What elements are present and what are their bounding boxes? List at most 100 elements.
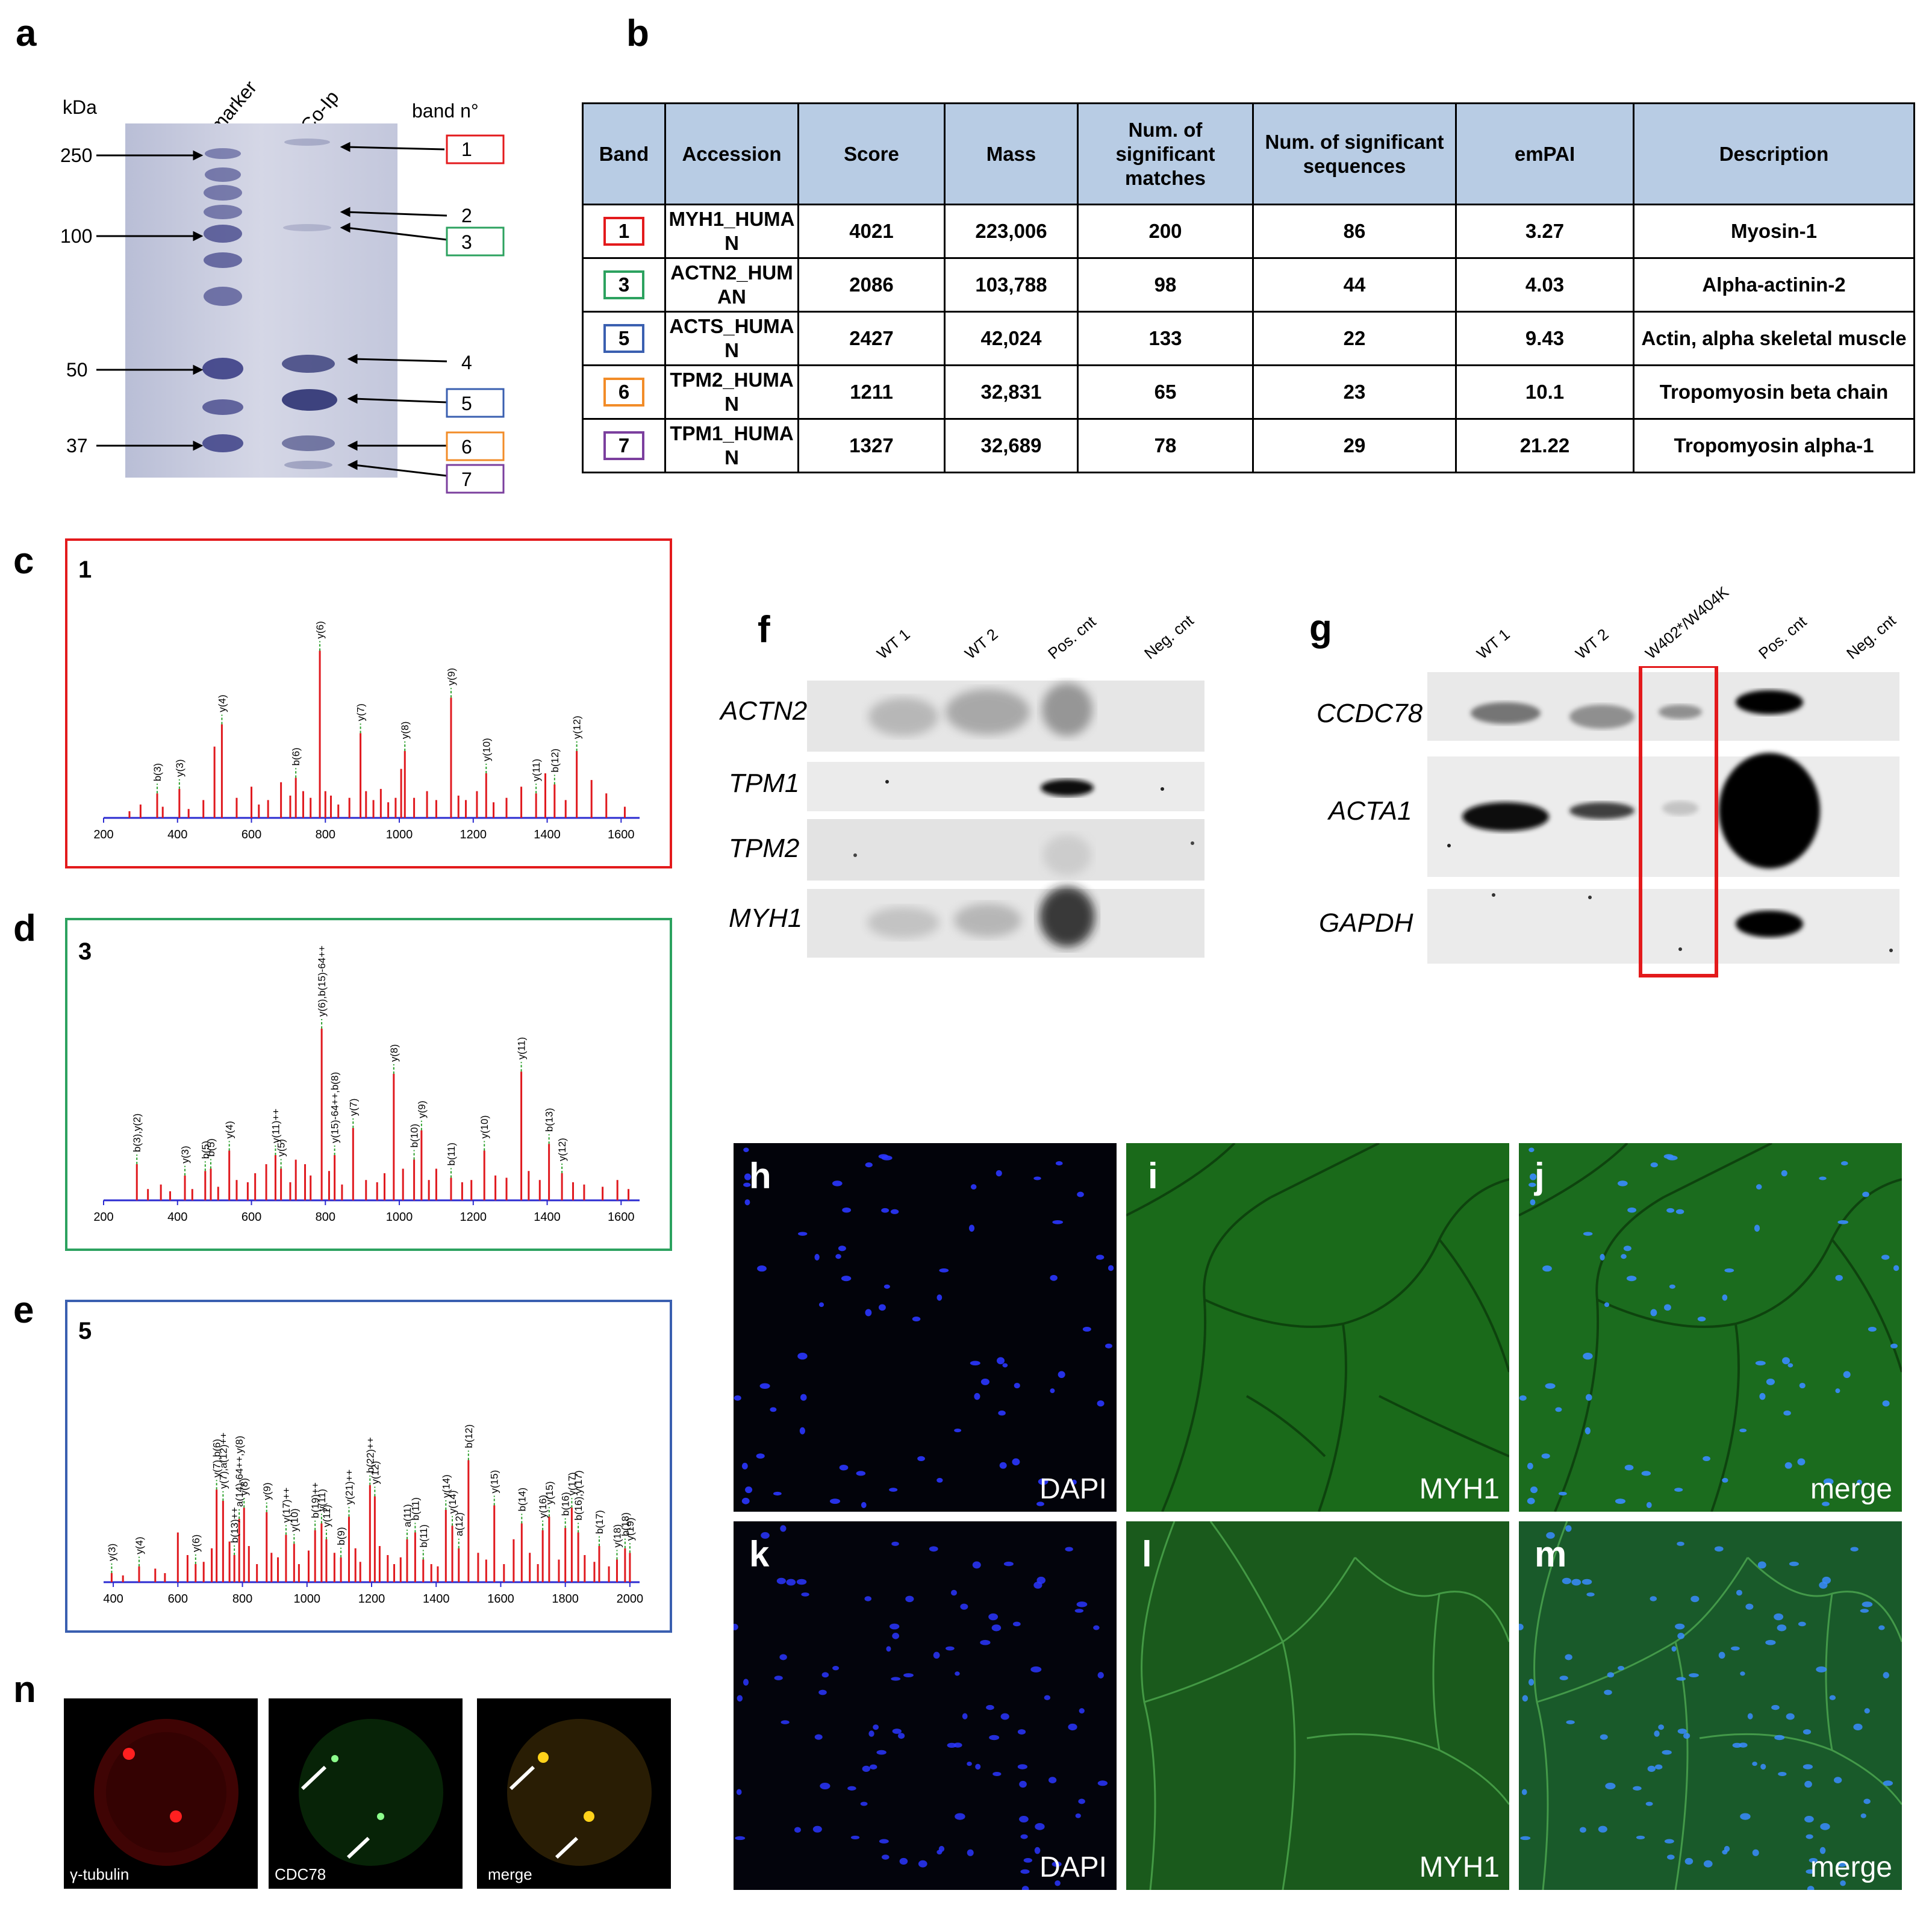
muscle-fibers	[1141, 1521, 1509, 1890]
spectrum-chart-d: 200 400 600 800 1000 1200 1400 1600 b(3),y(2) y(3…	[93, 946, 640, 1224]
nucleus	[814, 1734, 823, 1740]
ion-annotation: y(7),a(12)++	[217, 1432, 229, 1489]
ion-annotation: y(16)	[537, 1495, 549, 1518]
x-tick-label: 1000	[386, 828, 413, 841]
x-tick-label: 1400	[534, 828, 561, 841]
nucleus	[1002, 1363, 1008, 1368]
ion-annotation: y(12)	[572, 716, 583, 739]
nucleus	[975, 1763, 981, 1770]
nucleus	[1666, 1208, 1675, 1213]
nucleus	[781, 1720, 790, 1724]
table-row: 7 TPM1_HUMAN 1327 32,689 78 29 21.22 Tro…	[582, 418, 1915, 473]
ion-annotation: y(9)	[446, 668, 457, 685]
nucleus	[899, 1857, 908, 1865]
marker-arrows	[96, 150, 204, 451]
col-mass: Mass	[944, 102, 1079, 205]
spectrum-frame-d: 3 200 400 600 800 1000 1200 1400 1600 b(3),y(2) y…	[65, 918, 672, 1251]
nucleus	[786, 1579, 796, 1586]
nucleus	[1806, 1869, 1815, 1874]
wb-g-row-gapdh: GAPDH	[1319, 908, 1413, 938]
empai-cell: 9.43	[1455, 311, 1634, 366]
nucleus	[842, 1207, 852, 1213]
nucleus	[1646, 1501, 1652, 1508]
nucleus	[1585, 1427, 1591, 1435]
nucleus	[939, 1268, 949, 1273]
x-tick-label: 1200	[460, 828, 487, 841]
nucleus	[903, 1673, 914, 1678]
col-band: Band	[582, 102, 666, 205]
nucleus	[794, 1827, 801, 1833]
nucleus	[912, 1317, 921, 1322]
blot-gapdh	[1427, 889, 1899, 964]
wb-f-row-myh1: MYH1	[729, 903, 803, 933]
nucleus	[1565, 1525, 1572, 1532]
muscle-fibers	[1126, 1143, 1509, 1512]
nucleus	[1799, 1382, 1806, 1389]
nucleus	[1586, 1592, 1595, 1597]
nucleus	[1527, 1462, 1533, 1470]
ion-annotation: b(12)	[463, 1424, 475, 1448]
ion-annotation: y(18)	[611, 1524, 623, 1548]
ion-annotation: y(11)++	[270, 1109, 281, 1143]
nucleus	[820, 1783, 830, 1790]
ion-annotation: y(10)	[288, 1509, 300, 1532]
dapi-nuclei	[734, 1147, 1114, 1508]
nucleus	[918, 1860, 927, 1868]
sequences-cell: 44	[1252, 257, 1457, 313]
nucleus	[1519, 1395, 1527, 1401]
nucleus	[962, 1713, 968, 1719]
nucleus	[1766, 1378, 1775, 1385]
nucleus	[1759, 1392, 1766, 1400]
nucleus	[1789, 1561, 1799, 1567]
nucleus	[968, 1224, 975, 1232]
mass-cell: 223,006	[944, 204, 1079, 259]
nucleus	[1860, 1609, 1869, 1613]
nucleus	[1017, 1729, 1026, 1735]
nucleus	[1843, 1371, 1851, 1379]
cell-image-cdc78: CDC78	[269, 1698, 463, 1889]
x-tick-label: 200	[93, 1211, 113, 1224]
nucleus	[1055, 1161, 1063, 1166]
nucleus	[1017, 1764, 1027, 1769]
nucleus	[1044, 1695, 1051, 1700]
spectrum-band-label: 1	[78, 556, 92, 583]
nucleus	[970, 1184, 977, 1190]
nucleus	[992, 1771, 1002, 1777]
nucleus	[1778, 1771, 1787, 1777]
nucleus	[1690, 1595, 1700, 1603]
nucleus	[1058, 1371, 1065, 1379]
nucleus	[1559, 1676, 1568, 1680]
ion-annotation: y(11)	[316, 1489, 328, 1511]
nucleus	[972, 1561, 981, 1569]
band-badge: 3	[603, 270, 644, 299]
x-tick-label: 2000	[617, 1592, 644, 1606]
nucleus	[1774, 1613, 1784, 1621]
micrograph-i: i MYH1	[1126, 1143, 1509, 1512]
nucleus	[868, 1730, 874, 1737]
nucleus	[879, 1839, 889, 1844]
nucleus	[799, 1427, 805, 1435]
nucleus	[946, 1646, 955, 1651]
nucleus	[886, 1646, 891, 1652]
panel-label-a: a	[16, 13, 37, 54]
marker-lane	[202, 148, 243, 452]
ion-annotation: y(7),b(6)	[211, 1439, 223, 1477]
description-cell: Alpha-actinin-2	[1633, 257, 1915, 313]
nucleus	[936, 1294, 943, 1301]
mass-cell: 103,788	[944, 257, 1079, 313]
spectrum-frame-e: 5 400 600 800 1000 1200 1400 1600 1800 2000 y(3) y…	[65, 1300, 672, 1633]
nucleus	[1600, 1734, 1608, 1740]
ion-annotation: a(12)	[453, 1512, 465, 1536]
nucleus	[839, 1464, 849, 1471]
nucleus	[1809, 1857, 1818, 1863]
ion-annotation: y(6),b(15)-64++	[316, 946, 328, 1017]
nucleus	[860, 1801, 868, 1806]
nucleus	[1530, 1199, 1536, 1206]
nucleus	[801, 1592, 809, 1597]
nucleus	[1857, 1479, 1862, 1485]
nucleus	[1850, 1547, 1859, 1551]
spectrum-chart-e: 400 600 800 1000 1200 1400 1600 1800 2000 y(3) y(4…	[103, 1424, 644, 1606]
empai-cell: 4.03	[1455, 257, 1634, 313]
nucleus	[1050, 1388, 1055, 1394]
nucleus	[1055, 1880, 1061, 1886]
